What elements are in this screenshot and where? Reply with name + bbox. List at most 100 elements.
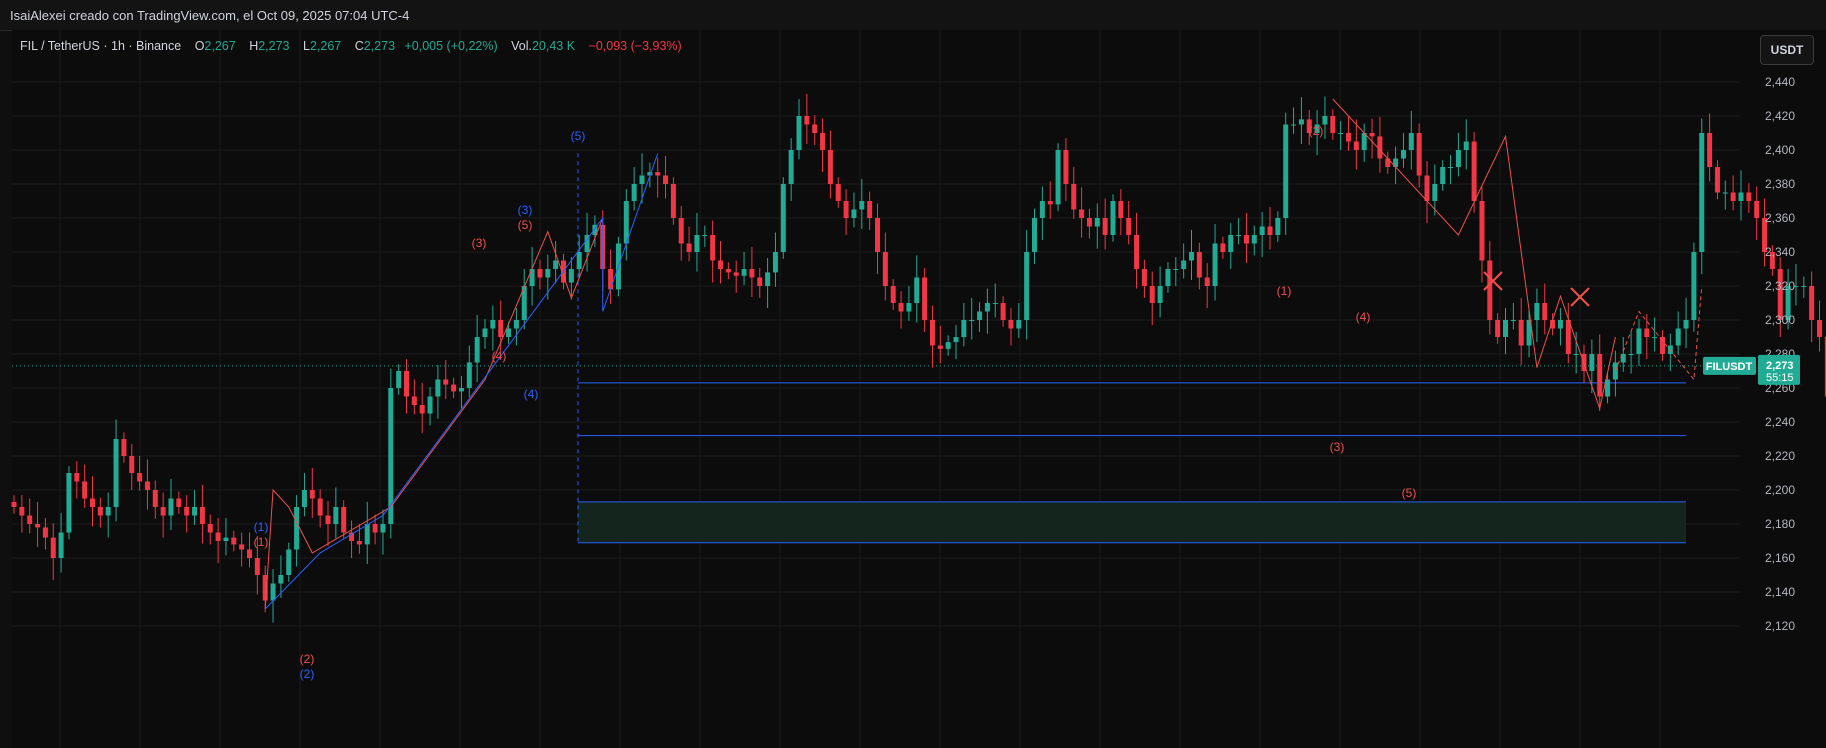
- candle-body[interactable]: [90, 498, 95, 508]
- candle-body[interactable]: [1730, 192, 1736, 202]
- candle-body[interactable]: [984, 303, 990, 312]
- candle-body[interactable]: [623, 201, 629, 244]
- candle-body[interactable]: [1243, 235, 1249, 244]
- candle-body[interactable]: [1369, 133, 1375, 137]
- candle-body[interactable]: [74, 473, 80, 482]
- candle-body[interactable]: [1636, 328, 1642, 355]
- wave-line-red-2[interactable]: [1332, 98, 1616, 411]
- candle-body[interactable]: [882, 252, 888, 286]
- candle-body[interactable]: [1361, 133, 1367, 150]
- candle-body[interactable]: [286, 549, 292, 576]
- candle-body[interactable]: [568, 269, 574, 283]
- candle-body[interactable]: [1487, 260, 1493, 321]
- candle-body[interactable]: [1032, 218, 1037, 252]
- candle-body[interactable]: [1785, 286, 1791, 320]
- candle-body[interactable]: [1628, 354, 1634, 355]
- candle-body[interactable]: [1298, 119, 1304, 125]
- candle-body[interactable]: [458, 388, 464, 392]
- candle-body[interactable]: [129, 456, 135, 473]
- candle-body[interactable]: [1110, 201, 1116, 235]
- candle-body[interactable]: [1809, 286, 1815, 320]
- candle-body[interactable]: [309, 490, 315, 499]
- candle-body[interactable]: [553, 260, 559, 270]
- candle-body[interactable]: [199, 507, 205, 524]
- candle-body[interactable]: [1550, 320, 1556, 329]
- candle-body[interactable]: [1251, 235, 1257, 244]
- candle-body[interactable]: [1722, 192, 1728, 194]
- candle-body[interactable]: [631, 184, 637, 201]
- candle-body[interactable]: [1769, 252, 1775, 269]
- candle-body[interactable]: [1408, 133, 1414, 150]
- candle-body[interactable]: [788, 150, 794, 184]
- candle-body[interactable]: [1683, 320, 1689, 329]
- candle-body[interactable]: [1777, 269, 1783, 320]
- candle-body[interactable]: [1102, 218, 1108, 235]
- candle-body[interactable]: [977, 311, 983, 321]
- candle-body[interactable]: [388, 388, 394, 524]
- candle-body[interactable]: [710, 235, 716, 261]
- candle-body[interactable]: [333, 507, 339, 524]
- candle-body[interactable]: [1510, 320, 1516, 321]
- candle-body[interactable]: [1644, 328, 1650, 338]
- candle-body[interactable]: [1236, 235, 1242, 236]
- candle-body[interactable]: [1518, 320, 1524, 346]
- candle-body[interactable]: [215, 532, 221, 542]
- candle-body[interactable]: [1071, 184, 1077, 210]
- candle-body[interactable]: [1094, 218, 1100, 227]
- candle-body[interactable]: [741, 269, 747, 276]
- wave-line-blue[interactable]: [264, 153, 659, 610]
- candle-body[interactable]: [647, 172, 653, 176]
- candle-body[interactable]: [1455, 150, 1461, 167]
- candle-body[interactable]: [254, 558, 260, 575]
- candle-body[interactable]: [859, 201, 865, 210]
- candle-body[interactable]: [50, 537, 56, 558]
- candle-body[interactable]: [772, 252, 778, 273]
- candle-body[interactable]: [207, 524, 213, 533]
- candle-body[interactable]: [372, 524, 378, 533]
- candle-body[interactable]: [702, 235, 708, 236]
- wave-line-red-dashed[interactable]: [1614, 285, 1703, 381]
- wave-line-red-1[interactable]: [264, 217, 604, 610]
- candle-body[interactable]: [82, 481, 88, 499]
- candle-body[interactable]: [1055, 150, 1061, 205]
- candle-body[interactable]: [506, 328, 512, 338]
- candle-body[interactable]: [1597, 354, 1603, 397]
- candle-body[interactable]: [1660, 337, 1665, 354]
- candle-body[interactable]: [1542, 303, 1548, 320]
- candle-body[interactable]: [529, 269, 535, 286]
- candle-body[interactable]: [1495, 320, 1501, 337]
- candle-body[interactable]: [914, 277, 920, 304]
- candle-body[interactable]: [443, 379, 449, 385]
- candle-body[interactable]: [1275, 218, 1281, 235]
- candle-body[interactable]: [1463, 141, 1469, 151]
- candle-body[interactable]: [341, 507, 347, 533]
- candle-body[interactable]: [725, 269, 731, 273]
- candle-body[interactable]: [1118, 201, 1124, 218]
- candle-body[interactable]: [121, 439, 127, 456]
- candle-body[interactable]: [1817, 320, 1822, 337]
- candle-body[interactable]: [655, 172, 661, 176]
- candle-body[interactable]: [937, 345, 943, 349]
- candle-body[interactable]: [1714, 167, 1720, 193]
- cross-marker[interactable]: [1483, 271, 1503, 291]
- candle-body[interactable]: [1652, 337, 1658, 338]
- candle-body[interactable]: [168, 498, 174, 516]
- candle-body[interactable]: [349, 532, 355, 542]
- candle-body[interactable]: [427, 396, 433, 414]
- candle-body[interactable]: [663, 175, 669, 185]
- candle-body[interactable]: [58, 532, 64, 559]
- candle-body[interactable]: [1675, 328, 1681, 346]
- candle-body[interactable]: [992, 303, 998, 304]
- candle-body[interactable]: [1291, 124, 1297, 126]
- candle-body[interactable]: [247, 549, 252, 559]
- candle-body[interactable]: [1620, 354, 1626, 363]
- candle-body[interactable]: [521, 286, 527, 320]
- candle-body[interactable]: [474, 337, 480, 363]
- candle-body[interactable]: [1400, 150, 1406, 159]
- candle-body[interactable]: [184, 507, 190, 516]
- candle-body[interactable]: [1353, 141, 1359, 151]
- candle-body[interactable]: [1557, 320, 1563, 329]
- candle-body[interactable]: [1047, 201, 1053, 205]
- candle-body[interactable]: [278, 575, 284, 584]
- candle-body[interactable]: [812, 124, 818, 134]
